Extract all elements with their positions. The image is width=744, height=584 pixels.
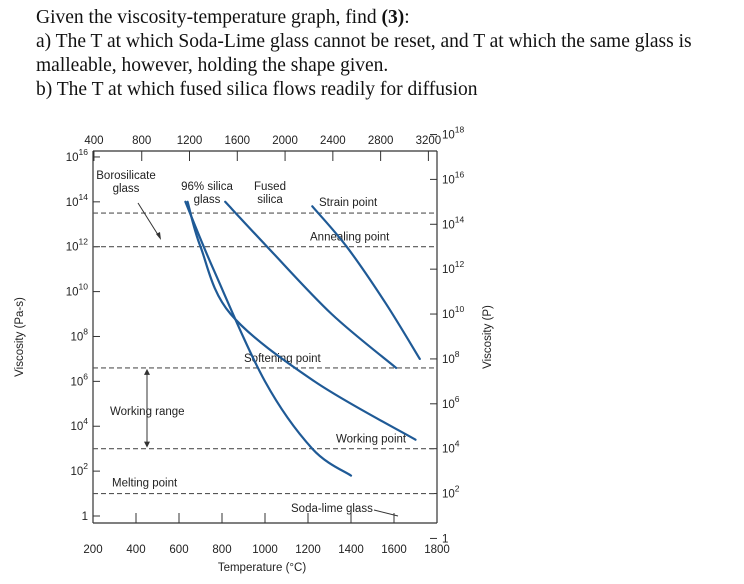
borosilicate-leader xyxy=(137,202,161,239)
top-tick-label: 1200 xyxy=(177,135,203,147)
x-axis-title: Temperature (°C) xyxy=(218,562,306,574)
top-tick-label: 1600 xyxy=(224,135,250,147)
left-tick-label: 104 xyxy=(70,416,88,433)
borosilicate-leader-head xyxy=(156,232,161,240)
question-part-a-line-1: a) The T at which Soda-Lime glass cannot… xyxy=(36,31,692,52)
right-tick-label: 1014 xyxy=(442,214,465,231)
right-tick-label: 106 xyxy=(442,394,460,411)
right-tick-label: 1 xyxy=(442,533,448,545)
left-tick-label: 1010 xyxy=(66,282,89,299)
top-tick-label: 2400 xyxy=(320,135,346,147)
working-range-arrowhead-up xyxy=(144,368,150,375)
top-tick-label: 2000 xyxy=(272,135,298,147)
left-tick-label: 108 xyxy=(70,326,88,343)
bottom-tick-label: 200 xyxy=(83,544,102,556)
bottom-tick-label: 800 xyxy=(212,544,231,556)
question-part-a-line-2: malleable, however, holding the shape gi… xyxy=(36,55,389,76)
bottom-tick-label: 400 xyxy=(126,544,145,556)
top-tick-label: 2800 xyxy=(368,135,394,147)
reference-line-label: Working point xyxy=(336,434,407,446)
reference-line-label: Melting point xyxy=(112,478,178,490)
left-tick-label: 102 xyxy=(70,461,88,478)
reference-line-label: Annealing point xyxy=(310,232,390,244)
viscosity-curves xyxy=(184,200,421,477)
right-tick-label: 1012 xyxy=(442,259,465,276)
working-range-arrowhead-down xyxy=(144,441,150,448)
borosilicate-curve xyxy=(184,200,353,477)
bottom-tick-label: 600 xyxy=(169,544,188,556)
bottom-tick-label: 1200 xyxy=(295,544,321,556)
left-tick-label: 1012 xyxy=(66,237,89,254)
soda-lime-leader xyxy=(373,509,399,517)
right-tick-label: 108 xyxy=(442,349,460,366)
top-tick-label: 3200 xyxy=(416,135,442,147)
left-tick-label: 106 xyxy=(70,371,88,388)
bottom-tick-label: 1000 xyxy=(252,544,278,556)
left-tick-label: 1014 xyxy=(66,192,89,209)
left-tick-label: 1 xyxy=(82,511,88,523)
right-tick-label: 104 xyxy=(442,439,460,456)
borosilicate-label-line: Borosilicate xyxy=(96,170,155,182)
top-tick-label: 400 xyxy=(84,135,103,147)
right-tick-label: 1016 xyxy=(442,169,465,186)
right-axis-title: Viscosity (P) xyxy=(482,305,494,369)
question-line-1: Given the viscosity-temperature graph, f… xyxy=(36,7,410,28)
fused-silica-curve xyxy=(224,200,398,369)
top-tick-label: 800 xyxy=(132,135,151,147)
question-text: Given the viscosity-temperature graph, f… xyxy=(36,6,736,102)
borosilicate-label-line: glass xyxy=(113,183,140,195)
fused-silica-label-line: silica xyxy=(257,194,283,206)
silica-96-label-line: 96% silica xyxy=(181,181,233,193)
fused-silica-label-line: Fused xyxy=(254,181,286,193)
working-range-label: Working range xyxy=(110,406,185,418)
question-part-b: b) The T at which fused silica flows rea… xyxy=(36,79,478,100)
silica-96-label-line: glass xyxy=(194,194,221,206)
bottom-tick-label: 1800 xyxy=(424,544,450,556)
left-axis-title: Viscosity (Pa-s) xyxy=(14,297,26,377)
right-tick-label: 1010 xyxy=(442,304,465,321)
left-tick-label: 1016 xyxy=(66,147,89,164)
soda-lime-label-line: Soda-lime glass xyxy=(291,503,373,515)
bottom-tick-label: 1400 xyxy=(338,544,364,556)
chart-axes: 1016 1014 1012 1010 108 106 104 102 1 1018 1016 101… xyxy=(66,125,465,556)
reference-line-label: Strain point xyxy=(319,197,378,209)
right-tick-label: 102 xyxy=(442,484,460,501)
soda-lime-curve xyxy=(311,205,421,360)
chart-labels: Temperature (°C) Viscosity (Pa-s) Viscosit… xyxy=(14,170,494,574)
right-tick-label: 1018 xyxy=(442,125,465,142)
silica-96-curve xyxy=(186,200,417,441)
bottom-tick-label: 1600 xyxy=(381,544,407,556)
